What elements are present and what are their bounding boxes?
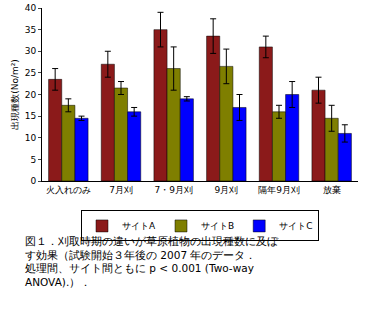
svg-text:0: 0 (30, 176, 36, 186)
svg-text:25: 25 (25, 68, 36, 78)
svg-text:15: 15 (25, 111, 36, 121)
svg-text:サイトA: サイトA (122, 221, 156, 231)
svg-text:35: 35 (25, 25, 36, 35)
svg-text:出現種数(No/m²): 出現種数(No/m²) (10, 59, 20, 130)
svg-text:図１．刈取時期の違いが草原植物の出現種数に及ぼす効果（試験開: 図１．刈取時期の違いが草原植物の出現種数に及ぼす効果（試験開始３年後の 2007… (25, 235, 279, 288)
svg-text:放棄: 放棄 (323, 185, 341, 195)
svg-text:9月刈: 9月刈 (214, 185, 238, 195)
svg-text:10: 10 (25, 133, 37, 143)
svg-text:7・9月刈: 7・9月刈 (154, 185, 192, 195)
svg-text:隔年9月刈: 隔年9月刈 (258, 185, 300, 195)
svg-text:サイトC: サイトC (279, 221, 312, 231)
svg-text:サイトB: サイトB (201, 221, 234, 231)
svg-text:30: 30 (25, 46, 37, 56)
svg-text:5: 5 (30, 155, 36, 165)
svg-text:7月刈: 7月刈 (109, 185, 133, 195)
svg-text:火入れのみ: 火入れのみ (46, 185, 91, 195)
svg-text:40: 40 (25, 3, 37, 13)
svg-text:20: 20 (25, 90, 37, 100)
